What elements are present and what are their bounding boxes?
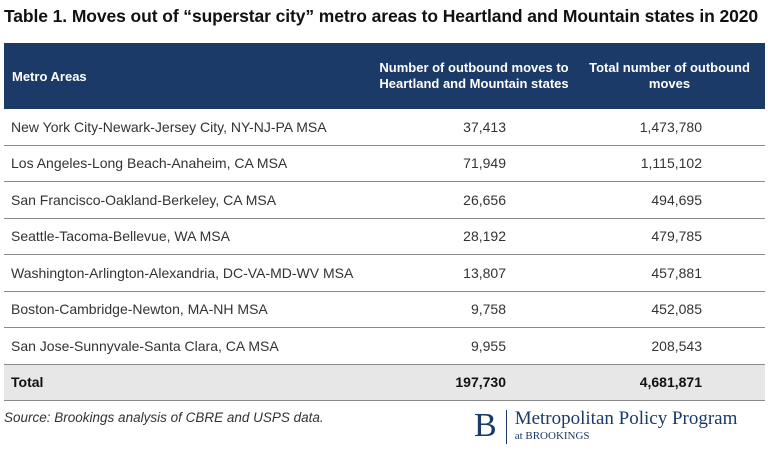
brookings-b-logo-icon: B	[474, 407, 497, 444]
heartland-moves-cell: 28,192	[463, 228, 506, 245]
metro-name-cell: Washington-Arlington-Alexandria, DC-VA-M…	[11, 264, 354, 281]
total-moves-cell: 494,695	[651, 191, 702, 208]
data-table: Metro Areas Number of outbound moves to …	[4, 43, 765, 401]
total-moves-cell: 208,543	[651, 337, 702, 354]
logo-divider	[505, 410, 507, 444]
total-heartland-moves: 197,730	[455, 374, 506, 390]
table-row: San Jose-Sunnyvale-Santa Clara, CA MSA 9,…	[4, 328, 765, 365]
metro-name-cell: Los Angeles-Long Beach-Anaheim, CA MSA	[11, 155, 288, 172]
total-moves-cell: 457,881	[651, 264, 702, 281]
column-header-total: Total number of outbound moves	[589, 60, 750, 91]
table-row: Los Angeles-Long Beach-Anaheim, CA MSA 71…	[4, 146, 765, 182]
metro-name-cell: Boston-Cambridge-Newton, MA-NH MSA	[11, 301, 268, 318]
program-name: Metropolitan Policy Program	[514, 408, 738, 429]
logo-text: Metropolitan Policy Program at BROOKINGS	[515, 408, 738, 443]
heartland-moves-cell: 13,807	[463, 264, 506, 281]
table-row: Washington-Arlington-Alexandria, DC-VA-M…	[4, 255, 765, 292]
total-outbound-moves: 4,681,871	[639, 374, 702, 390]
column-header-metro: Metro Areas	[12, 68, 87, 84]
heartland-moves-cell: 37,413	[463, 118, 506, 135]
metro-name-cell: New York City-Newark-Jersey City, NY-NJ-…	[11, 118, 327, 135]
column-header-heartland: Number of outbound moves to Heartland an…	[379, 60, 569, 91]
table-body: New York City-Newark-Jersey City, NY-NJ-…	[4, 109, 765, 365]
table-row: New York City-Newark-Jersey City, NY-NJ-…	[4, 109, 765, 146]
table-row: Seattle-Tacoma-Bellevue, WA MSA 28,192 479…	[4, 219, 765, 255]
table-header: Metro Areas Number of outbound moves to …	[4, 43, 765, 109]
total-moves-cell: 479,785	[651, 228, 702, 245]
heartland-moves-cell: 71,949	[463, 155, 506, 172]
brookings-logo: B Metropolitan Policy Program at BROOKIN…	[474, 408, 737, 444]
table-title: Table 1. Moves out of “superstar city” m…	[4, 6, 758, 26]
total-moves-cell: 452,085	[651, 301, 702, 318]
source-note: Source: Brookings analysis of CBRE and U…	[4, 410, 324, 425]
program-affiliation: at BROOKINGS	[514, 430, 590, 442]
total-row: Total 197,730 4,681,871	[4, 364, 765, 401]
total-moves-cell: 1,473,780	[639, 118, 702, 135]
table-row: San Francisco-Oakland-Berkeley, CA MSA 26…	[4, 182, 765, 219]
metro-name-cell: San Jose-Sunnyvale-Santa Clara, CA MSA	[11, 337, 279, 354]
metro-name-cell: San Francisco-Oakland-Berkeley, CA MSA	[11, 191, 277, 208]
heartland-moves-cell: 9,758	[470, 301, 506, 318]
total-moves-cell: 1,115,102	[640, 155, 702, 172]
table-row: Boston-Cambridge-Newton, MA-NH MSA 9,758 4…	[4, 292, 765, 328]
total-label: Total	[11, 374, 44, 390]
metro-name-cell: Seattle-Tacoma-Bellevue, WA MSA	[11, 228, 230, 245]
heartland-moves-cell: 9,955	[470, 337, 506, 354]
heartland-moves-cell: 26,656	[463, 191, 506, 208]
